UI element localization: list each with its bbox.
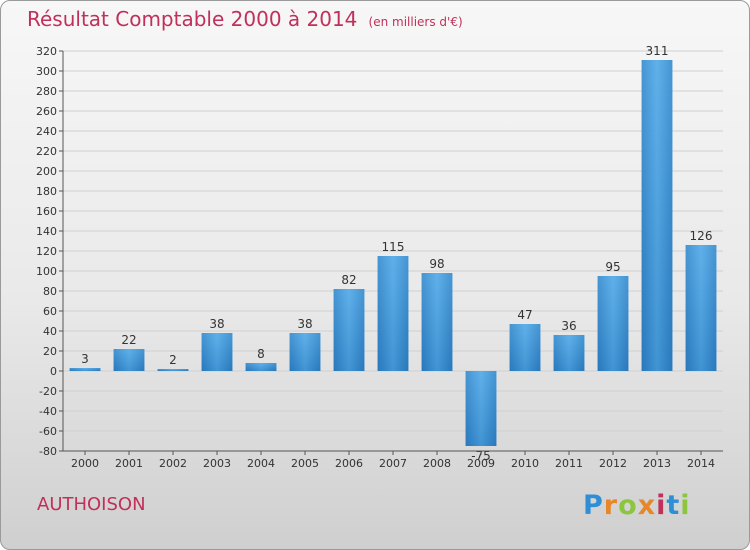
data-label: 38 bbox=[209, 317, 224, 331]
data-label: 115 bbox=[382, 240, 405, 254]
bar-shade bbox=[333, 289, 365, 371]
data-label: 2 bbox=[169, 353, 177, 367]
x-axis-ticks: 2000 2001 2002 2003 2004 2005 2006 2007 2008 2009… bbox=[63, 450, 723, 470]
logo-letter: r bbox=[603, 490, 619, 521]
data-label: 126 bbox=[690, 229, 713, 243]
bar-shade bbox=[289, 333, 321, 371]
x-tick-label: 2006 bbox=[335, 457, 363, 470]
bar-shade bbox=[201, 333, 233, 371]
y-tick-label: 180 bbox=[36, 185, 57, 198]
logo-letter: i bbox=[656, 490, 667, 521]
x-tick-label: 2011 bbox=[555, 457, 583, 470]
x-tick-label: 2007 bbox=[379, 457, 407, 470]
x-tick-label: 2005 bbox=[291, 457, 319, 470]
bar-shade bbox=[553, 335, 585, 371]
bars bbox=[69, 60, 717, 446]
data-label: 8 bbox=[257, 347, 265, 361]
logo-letter: P bbox=[583, 490, 604, 521]
bar-shade bbox=[421, 273, 453, 371]
data-label: 36 bbox=[561, 319, 576, 333]
bar-shade bbox=[245, 363, 277, 371]
bar-shade bbox=[641, 60, 673, 371]
y-tick-label: 320 bbox=[36, 45, 57, 58]
y-tick-label: 220 bbox=[36, 145, 57, 158]
logo-letter: t bbox=[666, 490, 681, 521]
bar-shade bbox=[69, 368, 101, 371]
x-tick-label: 2004 bbox=[247, 457, 275, 470]
bar-shade bbox=[377, 256, 409, 371]
x-tick-label: 2009 bbox=[467, 457, 495, 470]
data-label: 22 bbox=[121, 333, 136, 347]
data-label: -75 bbox=[471, 449, 491, 463]
y-tick-label: 200 bbox=[36, 165, 57, 178]
x-tick-label: 2008 bbox=[423, 457, 451, 470]
y-tick-label: -60 bbox=[39, 425, 57, 438]
y-tick-label: -80 bbox=[39, 445, 57, 458]
town-name: AUTHOISON bbox=[37, 494, 146, 515]
y-tick-label: -40 bbox=[39, 405, 57, 418]
y-tick-label: 160 bbox=[36, 205, 57, 218]
y-tick-label: 240 bbox=[36, 125, 57, 138]
y-tick-label: 80 bbox=[43, 285, 57, 298]
y-tick-label: -20 bbox=[39, 385, 57, 398]
x-tick-label: 2001 bbox=[115, 457, 143, 470]
y-tick-label: 60 bbox=[43, 305, 57, 318]
x-tick-label: 2012 bbox=[599, 457, 627, 470]
y-tick-label: 100 bbox=[36, 265, 57, 278]
y-axis-ticks: 3203002802602402202001801601401201008060… bbox=[36, 45, 64, 458]
data-label: 47 bbox=[517, 308, 532, 322]
title-row: Résultat Comptable 2000 à 2014 (en milli… bbox=[27, 7, 463, 31]
bar-shade bbox=[685, 245, 717, 371]
logo-letter: i bbox=[680, 490, 691, 521]
data-label: 98 bbox=[429, 257, 444, 271]
data-label: 82 bbox=[341, 273, 356, 287]
y-tick-label: 0 bbox=[50, 365, 57, 378]
bar-shade bbox=[465, 371, 497, 446]
y-tick-label: 40 bbox=[43, 325, 57, 338]
x-tick-label: 2010 bbox=[511, 457, 539, 470]
x-tick-label: 2002 bbox=[159, 457, 187, 470]
x-tick-label: 2014 bbox=[687, 457, 715, 470]
y-tick-label: 20 bbox=[43, 345, 57, 358]
chart-title: Résultat Comptable 2000 à 2014 bbox=[27, 7, 358, 31]
bar-shade bbox=[113, 349, 145, 371]
x-tick-label: 2000 bbox=[71, 457, 99, 470]
logo-letter: x bbox=[637, 490, 657, 521]
proxiti-logo: Proxiti bbox=[583, 490, 691, 521]
bar-shade bbox=[597, 276, 629, 371]
data-label: 3 bbox=[81, 352, 89, 366]
x-tick-label: 2003 bbox=[203, 457, 231, 470]
y-tick-label: 260 bbox=[36, 105, 57, 118]
data-label: 95 bbox=[605, 260, 620, 274]
logo-letter: o bbox=[618, 490, 638, 521]
y-tick-label: 140 bbox=[36, 225, 57, 238]
y-tick-label: 120 bbox=[36, 245, 57, 258]
data-label: 311 bbox=[646, 44, 669, 58]
bar-shade bbox=[157, 369, 189, 371]
bar-shade bbox=[509, 324, 541, 371]
x-tick-label: 2013 bbox=[643, 457, 671, 470]
y-tick-label: 300 bbox=[36, 65, 57, 78]
y-tick-label: 280 bbox=[36, 85, 57, 98]
chart-unit: (en milliers d'€) bbox=[368, 15, 463, 29]
data-label: 38 bbox=[297, 317, 312, 331]
